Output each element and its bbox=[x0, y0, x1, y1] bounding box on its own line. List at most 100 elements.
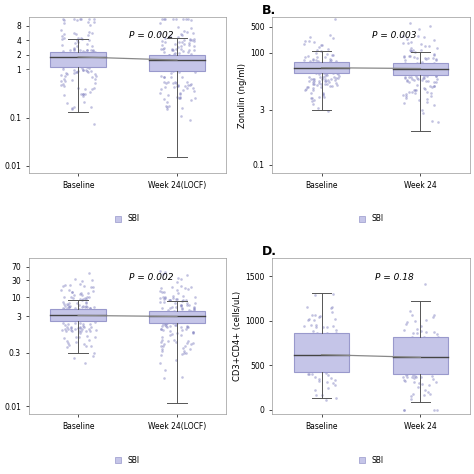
Point bbox=[332, 68, 339, 75]
Bar bbox=[149, 311, 205, 323]
Point bbox=[173, 82, 181, 90]
Point bbox=[301, 86, 309, 93]
Point bbox=[159, 271, 166, 278]
Point bbox=[63, 99, 71, 107]
Point bbox=[434, 71, 442, 78]
Point bbox=[77, 34, 84, 42]
Point bbox=[425, 382, 433, 389]
Point bbox=[91, 333, 99, 341]
Point bbox=[161, 268, 168, 276]
Point bbox=[313, 392, 320, 399]
Point bbox=[57, 286, 65, 294]
Point bbox=[432, 334, 439, 342]
Point bbox=[190, 36, 198, 43]
Point bbox=[185, 40, 193, 47]
Point bbox=[59, 55, 67, 62]
Point bbox=[420, 354, 428, 362]
Point bbox=[61, 305, 68, 313]
Point bbox=[400, 91, 407, 99]
Text: P = 0.18: P = 0.18 bbox=[375, 273, 414, 282]
Point bbox=[301, 67, 309, 74]
Point bbox=[165, 296, 173, 303]
Point bbox=[316, 355, 324, 363]
Point bbox=[419, 334, 427, 341]
Point bbox=[66, 316, 74, 323]
Point bbox=[432, 62, 439, 69]
Point bbox=[426, 22, 434, 29]
Point bbox=[76, 324, 83, 332]
Point bbox=[61, 321, 68, 329]
Point bbox=[409, 311, 416, 319]
Point bbox=[175, 312, 182, 319]
Point bbox=[190, 306, 197, 314]
Point bbox=[335, 350, 342, 358]
Point bbox=[71, 291, 78, 299]
Point bbox=[409, 371, 416, 379]
Point bbox=[62, 69, 70, 76]
Point bbox=[312, 70, 320, 77]
Point bbox=[411, 68, 419, 76]
Point bbox=[329, 379, 337, 387]
Point bbox=[188, 312, 196, 319]
Point bbox=[168, 46, 175, 54]
Point bbox=[62, 314, 70, 322]
Point bbox=[167, 69, 174, 77]
Point bbox=[61, 302, 69, 310]
Point bbox=[91, 314, 98, 322]
Point bbox=[87, 103, 95, 110]
Point bbox=[420, 367, 428, 374]
Point bbox=[304, 370, 311, 377]
Point bbox=[322, 340, 329, 348]
Point bbox=[183, 299, 191, 307]
Point bbox=[419, 109, 427, 117]
Point bbox=[301, 322, 308, 330]
Point bbox=[326, 79, 333, 86]
Point bbox=[86, 21, 93, 28]
Point bbox=[314, 81, 321, 89]
Point bbox=[318, 333, 325, 341]
Point bbox=[163, 105, 171, 112]
Point bbox=[328, 308, 336, 316]
Point bbox=[70, 29, 77, 36]
Point bbox=[162, 80, 170, 87]
Point bbox=[301, 56, 308, 64]
Point bbox=[162, 323, 170, 330]
Point bbox=[173, 329, 181, 337]
Point bbox=[170, 319, 177, 327]
Point bbox=[188, 307, 195, 315]
Point bbox=[82, 299, 90, 307]
Point bbox=[405, 88, 413, 96]
Point bbox=[332, 79, 339, 87]
Point bbox=[70, 59, 77, 66]
Point bbox=[173, 58, 181, 66]
Point bbox=[430, 78, 438, 86]
Point bbox=[68, 56, 75, 64]
Point bbox=[410, 76, 418, 84]
Point bbox=[70, 66, 77, 74]
Point bbox=[416, 379, 423, 387]
Point bbox=[324, 323, 331, 330]
Point bbox=[191, 69, 198, 76]
Point bbox=[172, 80, 180, 87]
Point bbox=[310, 316, 318, 323]
Point bbox=[399, 373, 407, 381]
Point bbox=[172, 62, 180, 69]
Point bbox=[323, 364, 331, 372]
Point bbox=[86, 320, 94, 328]
Point bbox=[322, 355, 330, 362]
Point bbox=[79, 320, 86, 328]
Point bbox=[331, 315, 338, 323]
Point bbox=[324, 333, 331, 340]
Point bbox=[60, 75, 67, 82]
Point bbox=[89, 46, 96, 54]
Point bbox=[156, 90, 164, 97]
Text: P = 0.002: P = 0.002 bbox=[129, 31, 173, 40]
Point bbox=[185, 306, 193, 314]
Point bbox=[310, 75, 318, 82]
Point bbox=[326, 55, 334, 63]
Point bbox=[65, 286, 73, 294]
Point bbox=[77, 90, 85, 98]
Point bbox=[416, 66, 423, 73]
Point bbox=[61, 30, 68, 38]
Point bbox=[187, 311, 194, 319]
